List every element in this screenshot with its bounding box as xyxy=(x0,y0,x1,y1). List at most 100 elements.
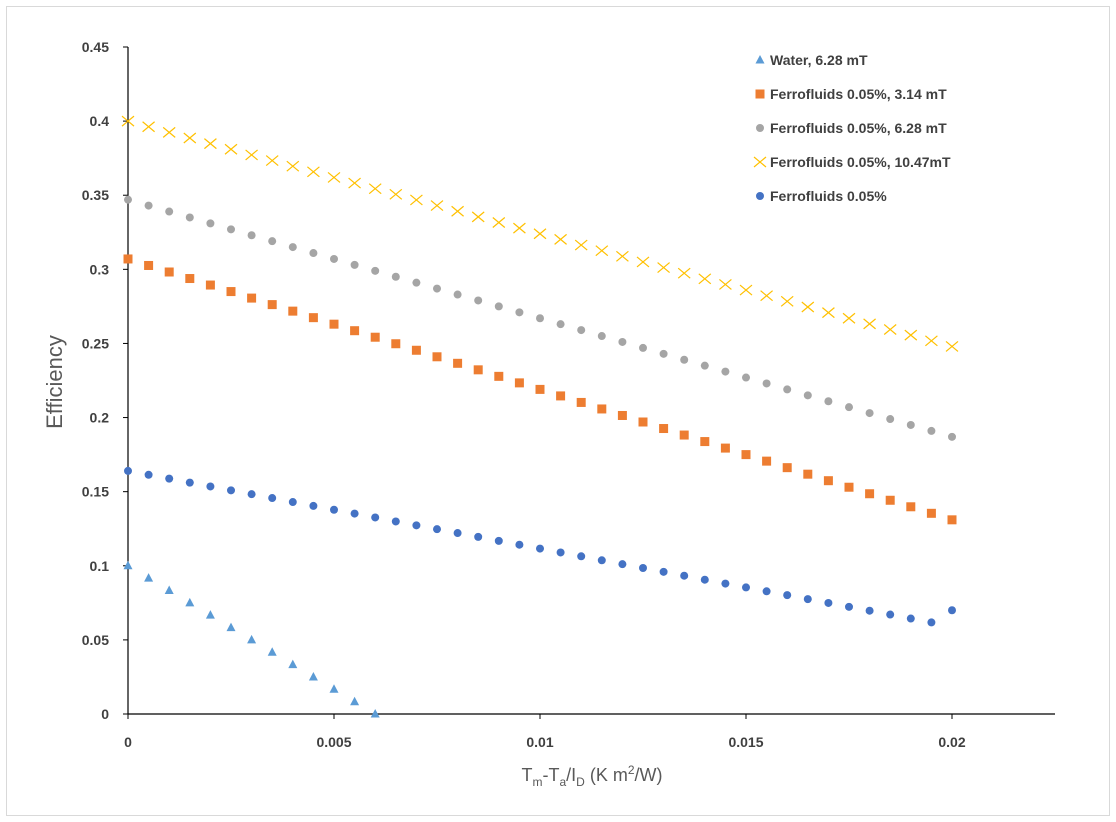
data-point-series-4 xyxy=(224,143,238,155)
data-point-series-3 xyxy=(680,355,689,364)
data-point-series-2 xyxy=(432,352,442,362)
data-point-series-2 xyxy=(762,456,772,466)
data-point-series-5 xyxy=(185,478,194,487)
data-point-series-2 xyxy=(494,371,504,381)
y-tick-label: 0 xyxy=(101,706,109,722)
data-point-series-1 xyxy=(226,622,236,632)
data-point-series-1 xyxy=(185,597,195,607)
data-point-series-4 xyxy=(719,278,732,290)
data-point-series-5 xyxy=(824,598,833,607)
data-point-series-3 xyxy=(577,326,586,335)
data-point-series-1 xyxy=(205,610,215,619)
data-point-series-2 xyxy=(308,313,318,323)
data-point-series-2 xyxy=(638,417,648,427)
data-point-series-2 xyxy=(700,437,710,447)
data-point-series-5 xyxy=(474,532,483,541)
y-tick-label: 0.35 xyxy=(82,187,109,203)
data-point-series-2 xyxy=(370,332,380,342)
data-point-series-2 xyxy=(823,476,833,486)
data-point-series-3 xyxy=(618,337,627,346)
data-point-series-2 xyxy=(617,410,627,420)
y-tick-label: 0.2 xyxy=(90,410,110,426)
data-point-series-4 xyxy=(801,301,815,313)
data-point-series-5 xyxy=(886,610,895,619)
legend-label-2: Ferrofluids 0.05%, 3.14 mT xyxy=(770,86,947,102)
data-point-series-1 xyxy=(144,573,154,582)
data-point-series-2 xyxy=(350,326,360,336)
data-point-series-3 xyxy=(700,361,709,370)
data-point-series-3 xyxy=(227,225,235,234)
data-point-series-2 xyxy=(123,254,133,264)
data-point-series-1 xyxy=(164,585,174,595)
data-point-series-5 xyxy=(948,606,956,615)
legend-label-4: Ferrofluids 0.05%, 10.47mT xyxy=(770,154,951,170)
data-point-series-2 xyxy=(597,404,607,414)
data-point-series-3 xyxy=(515,308,524,317)
data-point-series-4 xyxy=(265,155,279,166)
data-point-series-4 xyxy=(286,160,300,172)
y-tick-label: 0.15 xyxy=(82,484,109,500)
data-point-series-3 xyxy=(845,403,853,412)
data-point-series-3 xyxy=(536,314,544,323)
data-point-series-5 xyxy=(268,494,277,503)
data-point-series-4 xyxy=(945,340,959,352)
data-point-series-2 xyxy=(885,495,895,505)
data-point-series-2 xyxy=(473,365,483,375)
data-point-series-1 xyxy=(308,671,318,681)
data-point-series-2 xyxy=(659,424,669,434)
data-point-series-4 xyxy=(822,307,835,319)
data-point-series-3 xyxy=(742,373,750,382)
data-point-series-2 xyxy=(514,378,524,388)
y-axis-title: Efficiency xyxy=(42,335,67,429)
data-point-series-3 xyxy=(453,290,462,299)
data-point-series-5 xyxy=(494,536,503,545)
data-point-series-4 xyxy=(492,217,506,228)
data-point-series-3 xyxy=(288,243,297,252)
data-point-series-4 xyxy=(451,205,464,217)
data-point-series-4 xyxy=(616,250,629,262)
x-tick-label: 0.02 xyxy=(938,734,965,750)
data-point-series-5 xyxy=(865,606,874,615)
data-point-series-5 xyxy=(536,544,544,553)
data-point-series-2 xyxy=(865,489,875,499)
legend-label-3: Ferrofluids 0.05%, 6.28 mT xyxy=(770,120,947,136)
data-point-series-4 xyxy=(904,329,918,341)
y-tick-label: 0.45 xyxy=(82,39,109,55)
data-point-series-1 xyxy=(247,634,257,644)
data-point-series-1 xyxy=(350,696,360,706)
data-point-series-2 xyxy=(226,287,236,297)
data-point-series-5 xyxy=(391,517,400,526)
data-point-series-4 xyxy=(513,222,526,234)
data-point-series-5 xyxy=(350,509,359,518)
data-point-series-4 xyxy=(533,228,547,240)
x-tick-label: 0 xyxy=(124,734,132,750)
data-point-series-4 xyxy=(348,177,361,189)
data-point-series-3 xyxy=(803,391,812,400)
data-point-series-2 xyxy=(741,450,751,460)
data-point-series-3 xyxy=(350,260,359,269)
data-point-series-5 xyxy=(556,548,565,557)
x-tick-label: 0.005 xyxy=(316,734,351,750)
data-point-series-5 xyxy=(309,501,318,510)
data-point-series-3 xyxy=(206,219,215,228)
data-point-series-5 xyxy=(412,521,421,530)
data-point-series-5 xyxy=(433,525,441,534)
data-point-series-5 xyxy=(227,486,235,495)
data-point-series-5 xyxy=(288,498,297,507)
data-point-series-3 xyxy=(659,349,668,358)
y-tick-label: 0.3 xyxy=(90,261,110,277)
data-point-series-3 xyxy=(597,332,606,341)
y-tick-label: 0.25 xyxy=(82,335,109,351)
data-point-series-5 xyxy=(927,618,936,627)
data-point-series-4 xyxy=(842,312,856,324)
data-point-series-3 xyxy=(927,426,936,435)
y-tick-label: 0.1 xyxy=(90,558,110,574)
data-point-series-3 xyxy=(330,254,338,263)
data-point-series-5 xyxy=(762,587,771,596)
data-point-series-5 xyxy=(597,556,606,565)
data-point-series-5 xyxy=(639,564,647,573)
data-point-series-5 xyxy=(845,602,853,611)
data-point-series-2 xyxy=(947,515,957,525)
data-point-series-2 xyxy=(144,260,154,270)
